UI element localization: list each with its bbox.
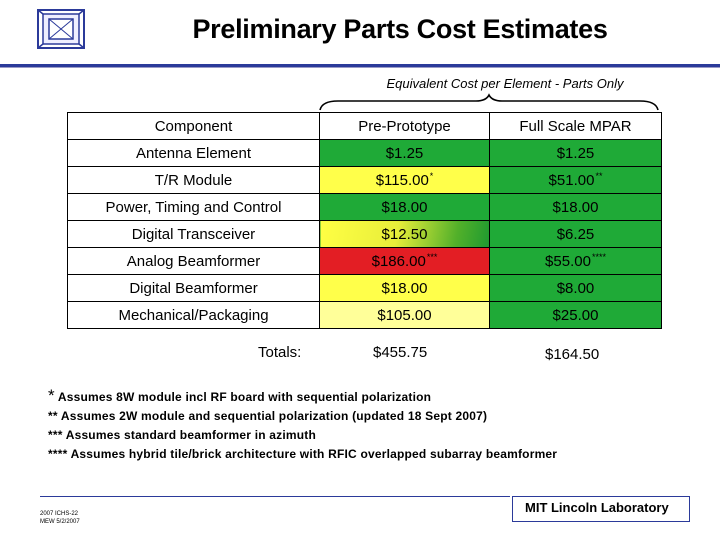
- component-cell: Digital Transceiver: [67, 220, 320, 248]
- component-cell: Mechanical/Packaging: [67, 301, 320, 329]
- table-row: T/R Module $115.00* $51.00**: [67, 166, 662, 194]
- full-scale-cell: $25.00: [489, 301, 662, 329]
- table-header-row: Component Pre-Prototype Full Scale MPAR: [67, 112, 662, 140]
- full-scale-cell: $6.25: [489, 220, 662, 248]
- title-rule-shadow: [0, 67, 720, 68]
- total-full-scale: $164.50: [545, 346, 600, 363]
- footer-code: 2007 ICHS-22 MEW 5/2/2007: [40, 511, 80, 525]
- component-cell: Analog Beamformer: [67, 247, 320, 275]
- footnote-1: * Assumes 8W module incl RF board with se…: [48, 386, 432, 405]
- component-cell: Power, Timing and Control: [67, 193, 320, 221]
- full-scale-cell: $55.00****: [489, 247, 662, 275]
- footnotes: * Assumes 8W module incl RF board with se…: [48, 386, 557, 464]
- footnote-3: *** Assumes standard beamformer in azimu…: [48, 428, 317, 442]
- full-scale-cell: $18.00: [489, 193, 662, 221]
- column-header: Pre-Prototype: [319, 112, 490, 140]
- table-row: Digital Transceiver $12.50 $6.25: [67, 220, 662, 248]
- footnote-marker: **: [595, 171, 603, 181]
- table-row: Mechanical/Packaging $105.00 $25.00: [67, 301, 662, 329]
- pre-prototype-cell: $18.00: [319, 274, 490, 302]
- column-header: Component: [67, 112, 320, 140]
- table-row: Antenna Element $1.25 $1.25: [67, 139, 662, 167]
- pre-prototype-cell: $186.00***: [319, 247, 490, 275]
- page-title: Preliminary Parts Cost Estimates: [192, 14, 608, 44]
- pre-prototype-cell: $18.00: [319, 193, 490, 221]
- title-rule: [0, 64, 720, 67]
- footnote-marker: *: [429, 171, 434, 181]
- pre-prototype-cell: $12.50: [319, 220, 490, 248]
- brace-icon: [319, 93, 659, 111]
- column-header: Full Scale MPAR: [489, 112, 662, 140]
- total-pre-prototype: $455.75: [373, 344, 428, 361]
- totals-label: Totals:: [258, 344, 302, 361]
- footnote-marker: ****: [591, 252, 606, 262]
- footnote-4: **** Assumes hybrid tile/brick architect…: [48, 447, 558, 461]
- table-row: Power, Timing and Control $18.00 $18.00: [67, 193, 662, 221]
- table-row: Analog Beamformer $186.00*** $55.00****: [67, 247, 662, 275]
- table-subheading: Equivalent Cost per Element - Parts Only: [386, 76, 624, 91]
- footnote-marker: ***: [426, 252, 438, 262]
- cost-table: Component Pre-Prototype Full Scale MPAR …: [67, 112, 662, 329]
- full-scale-cell: $8.00: [489, 274, 662, 302]
- full-scale-cell: $1.25: [489, 139, 662, 167]
- pre-prototype-cell: $105.00: [319, 301, 490, 329]
- lincoln-lab-logo: [36, 8, 86, 50]
- component-cell: T/R Module: [67, 166, 320, 194]
- full-scale-cell: $51.00**: [489, 166, 662, 194]
- pre-prototype-cell: $115.00*: [319, 166, 490, 194]
- logo-icon: [37, 9, 85, 49]
- component-cell: Digital Beamformer: [67, 274, 320, 302]
- footer-box: [512, 496, 690, 522]
- footer-rule: [40, 496, 510, 497]
- footer-lab-name: MIT Lincoln Laboratory: [525, 500, 669, 515]
- pre-prototype-cell: $1.25: [319, 139, 490, 167]
- component-cell: Antenna Element: [67, 139, 320, 167]
- table-row: Digital Beamformer $18.00 $8.00: [67, 274, 662, 302]
- footnote-2: ** Assumes 2W module and sequential pola…: [48, 409, 488, 423]
